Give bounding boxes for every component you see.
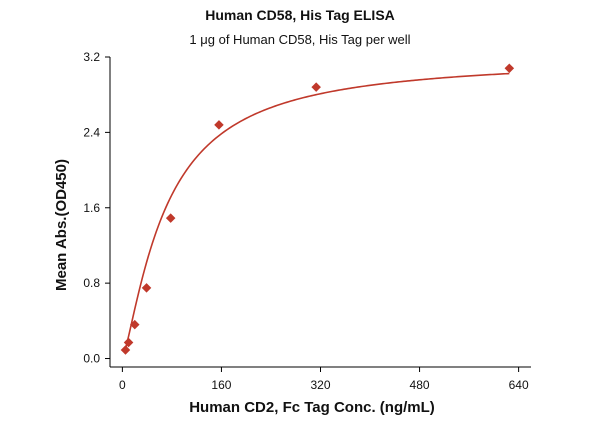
x-tick-label: 320 xyxy=(310,378,330,392)
data-point xyxy=(214,120,224,130)
x-tick-label: 160 xyxy=(211,378,231,392)
data-point xyxy=(504,63,515,74)
y-tick-label: 1.6 xyxy=(83,201,100,215)
chart-title: Human CD58, His Tag ELISA xyxy=(205,7,395,23)
data-point xyxy=(165,213,176,223)
data-points xyxy=(120,63,515,355)
y-tick-label: 3.2 xyxy=(83,50,100,64)
y-axis-ticks: 0.0 0.8 1.6 2.4 3.2 xyxy=(83,50,110,366)
data-point xyxy=(123,337,134,348)
x-axis-label: Human CD2, Fc Tag Conc. (ng/mL) xyxy=(189,399,435,416)
y-tick-label: 0.0 xyxy=(83,352,100,366)
x-tick-label: 0 xyxy=(119,378,126,392)
x-tick-label: 480 xyxy=(410,378,430,392)
data-point xyxy=(120,345,131,355)
y-tick-label: 0.8 xyxy=(83,276,100,290)
data-point xyxy=(311,82,321,92)
x-tick-label: 640 xyxy=(509,378,529,392)
fit-curve xyxy=(124,72,510,350)
y-tick-label: 2.4 xyxy=(83,125,100,139)
chart-subtitle: 1 μg of Human CD58, His Tag per well xyxy=(189,32,410,47)
data-point xyxy=(129,319,140,330)
data-point xyxy=(141,283,152,293)
y-axis-label: Mean Abs.(OD450) xyxy=(53,159,70,291)
x-axis-ticks: 0 160 320 480 640 xyxy=(119,367,529,392)
